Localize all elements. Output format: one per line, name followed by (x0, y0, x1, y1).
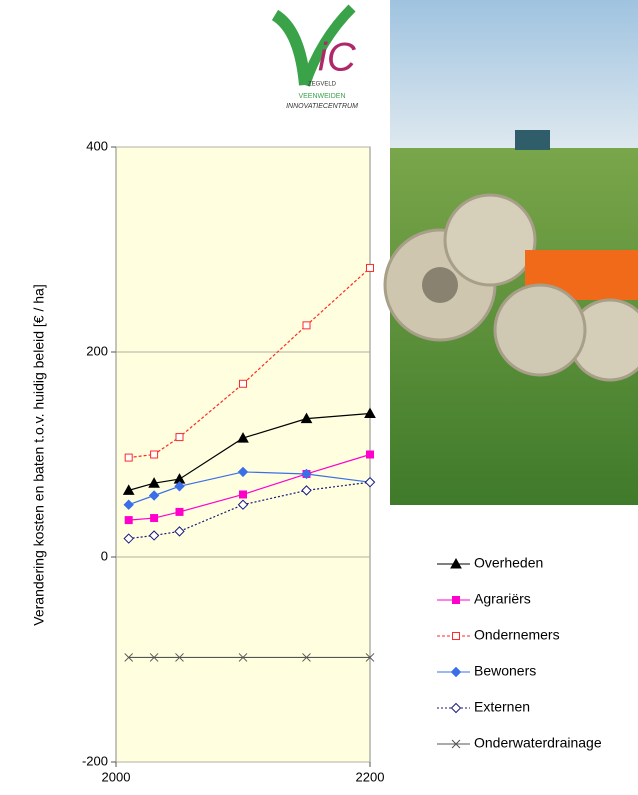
y-tick-label: -200 (82, 753, 108, 768)
data-point (237, 466, 249, 478)
logo-place: ZEGVELD (308, 82, 337, 88)
data-point (365, 653, 375, 662)
legend-marker (450, 557, 462, 569)
data-point (174, 481, 185, 492)
legend-marker (452, 596, 460, 604)
data-point (122, 484, 135, 495)
y-tick-label: 200 (86, 343, 108, 358)
data-point (175, 507, 184, 516)
data-point (238, 653, 248, 662)
data-point (301, 468, 312, 480)
legend-label: Ondernemers (474, 627, 560, 643)
x-tick-label: 2000 (102, 769, 131, 784)
legend-label: Agrariërs (474, 591, 531, 607)
data-point (148, 477, 160, 488)
photo (383, 0, 638, 505)
data-point (364, 476, 376, 488)
data-point (239, 379, 247, 388)
series-line (128, 412, 371, 491)
logo-line: INNOVATIECENTRUM (286, 103, 358, 110)
logo: iC ZEGVELD VEENWEIDEN INNOVATIECENTRUM (271, 4, 358, 110)
data-point (149, 653, 159, 662)
data-point (124, 453, 133, 462)
data-point (300, 412, 313, 424)
data-point (237, 432, 249, 443)
data-point (124, 516, 133, 525)
svg-text:iC: iC (318, 36, 357, 80)
y-axis-label: Verandering kosten en baten t.o.v. huidi… (31, 284, 47, 625)
data-point (175, 653, 184, 662)
data-point (123, 499, 134, 510)
legend-marker (451, 739, 461, 749)
data-point (150, 514, 159, 523)
data-point (148, 530, 160, 541)
legend-label: Bewoners (474, 663, 536, 679)
legend-marker (452, 632, 460, 640)
series-line (128, 471, 371, 506)
data-point (239, 490, 247, 499)
data-point (174, 526, 185, 537)
legend-marker (450, 666, 462, 678)
series-line (128, 453, 371, 521)
data-point (237, 499, 249, 510)
legend-label: Overheden (474, 555, 543, 571)
data-point (124, 653, 134, 662)
data-point (150, 450, 159, 459)
data-point (366, 450, 374, 459)
plot-area (115, 146, 371, 763)
legend-marker (450, 702, 462, 714)
data-point (123, 533, 134, 544)
data-point (302, 653, 311, 662)
x-tick-label: 2200 (356, 769, 385, 784)
y-tick-label: 0 (101, 548, 108, 563)
y-tick-label: 400 (86, 138, 108, 153)
data-point (366, 263, 374, 272)
logo-line: VEENWEIDEN (298, 93, 345, 100)
data-point (302, 321, 311, 330)
data-point (364, 407, 376, 418)
data-point (301, 485, 312, 496)
legend-label: Onderwaterdrainage (474, 735, 602, 751)
data-point (175, 433, 184, 442)
series-line (128, 267, 371, 459)
legend-label: Externen (474, 699, 530, 715)
data-point (148, 490, 160, 501)
